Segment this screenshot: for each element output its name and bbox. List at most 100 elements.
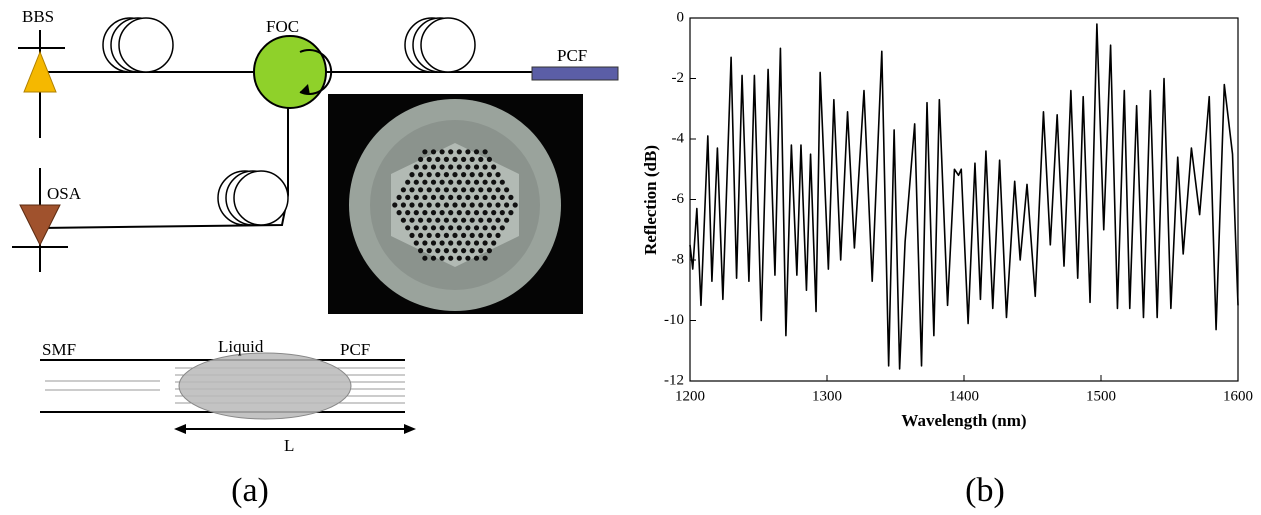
hole: [448, 210, 454, 216]
hole: [508, 210, 514, 216]
hole: [486, 248, 492, 254]
label: PCF: [340, 340, 370, 359]
hole: [405, 210, 411, 216]
hole: [396, 210, 402, 216]
hole: [443, 248, 449, 254]
hole: [469, 202, 475, 208]
hole: [482, 164, 488, 170]
hole: [495, 202, 501, 208]
hole: [448, 225, 454, 231]
hole: [473, 149, 480, 155]
hole: [495, 217, 501, 223]
hole: [495, 172, 501, 178]
arrow-head: [404, 424, 416, 434]
hole: [430, 164, 437, 170]
hole: [439, 240, 445, 246]
hole: [413, 225, 419, 231]
arrow: [299, 49, 333, 95]
label: PCF: [557, 46, 587, 65]
coil: [217, 170, 289, 226]
hole: [478, 217, 484, 223]
hole: [413, 164, 419, 170]
caption: (b): [965, 472, 1005, 509]
hole: [422, 210, 428, 216]
hole: [486, 202, 492, 208]
hole: [426, 156, 432, 162]
hole: [448, 194, 454, 200]
hole: [473, 210, 480, 216]
hole: [478, 156, 484, 162]
label: FOC: [266, 17, 299, 36]
hole: [491, 225, 497, 231]
y-tick-label: -2: [672, 70, 685, 86]
hole: [452, 232, 458, 238]
hole: [461, 232, 467, 238]
hole: [430, 179, 437, 185]
hole: [473, 240, 480, 246]
hole: [448, 240, 454, 246]
hole: [422, 225, 428, 231]
hole: [413, 240, 419, 246]
hole: [456, 194, 462, 200]
hole: [418, 202, 424, 208]
hole: [435, 232, 441, 238]
hole: [478, 172, 484, 178]
hole: [486, 217, 492, 223]
y-tick-label: 0: [677, 9, 685, 25]
hole: [413, 179, 419, 185]
hole: [482, 179, 488, 185]
hole: [491, 164, 497, 170]
hole: [491, 240, 497, 246]
hole: [409, 217, 415, 223]
hole: [473, 194, 480, 200]
hole: [482, 210, 488, 216]
hole: [422, 164, 428, 170]
label: SMF: [42, 340, 76, 359]
x-axis-label: Wavelength (nm): [901, 411, 1026, 430]
holes: [392, 149, 518, 261]
hole: [418, 217, 424, 223]
hole: [461, 156, 467, 162]
hole: [499, 225, 505, 231]
y-tick-label: -4: [672, 130, 685, 146]
x-tick-label: 1200: [675, 388, 705, 404]
hole: [443, 217, 449, 223]
hole: [443, 156, 449, 162]
hole: [405, 194, 411, 200]
hole: [452, 172, 458, 178]
hole: [400, 202, 406, 208]
hole: [452, 156, 458, 162]
hole: [430, 210, 437, 216]
hole: [439, 210, 445, 216]
hole: [400, 187, 406, 193]
hole: [465, 149, 471, 155]
hole: [435, 202, 441, 208]
hole: [448, 149, 454, 155]
hole: [413, 194, 419, 200]
hole: [435, 172, 441, 178]
hole: [478, 187, 484, 193]
hole: [461, 248, 467, 254]
hole: [461, 187, 467, 193]
label: L: [284, 436, 294, 455]
x-tick-label: 1400: [949, 388, 979, 404]
label: OSA: [47, 184, 82, 203]
hole: [405, 225, 411, 231]
hole: [435, 248, 441, 254]
osa: [19, 204, 61, 247]
pcf: [531, 66, 619, 81]
hole: [418, 156, 424, 162]
hole: [465, 179, 471, 185]
label: Liquid: [218, 337, 264, 356]
hole: [422, 149, 428, 155]
hole: [478, 202, 484, 208]
hole: [456, 255, 462, 261]
hole: [409, 187, 415, 193]
hole: [430, 240, 437, 246]
hole: [400, 217, 406, 223]
hole: [512, 202, 518, 208]
coil: [102, 17, 174, 73]
hole: [486, 156, 492, 162]
label: BBS: [22, 7, 54, 26]
hole: [491, 210, 497, 216]
